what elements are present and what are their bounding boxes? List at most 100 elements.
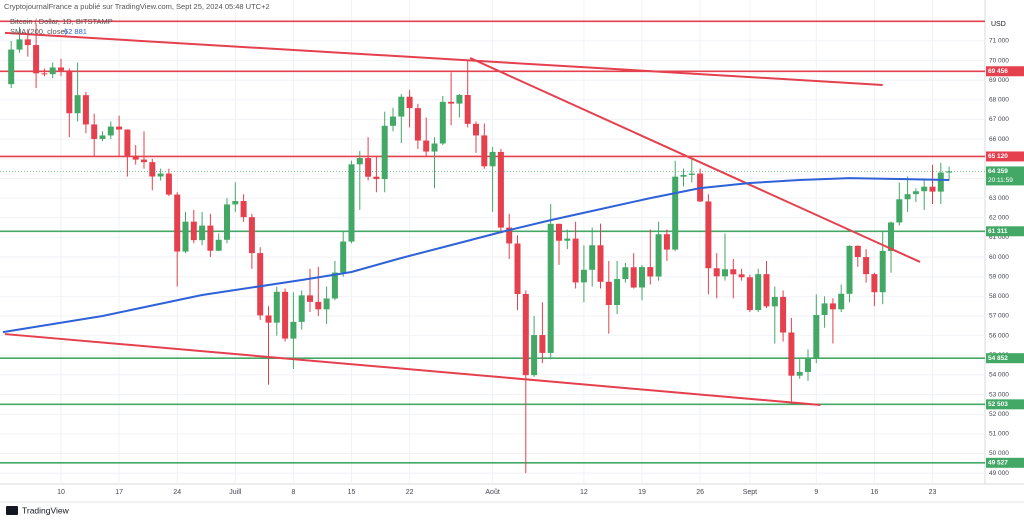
candle-body [16, 39, 23, 50]
candle-body [257, 253, 264, 316]
y-tick-label: 59 000 [989, 273, 1009, 280]
candle-body [771, 296, 778, 307]
candle-body [348, 164, 355, 242]
y-tick-label: 66 000 [989, 136, 1009, 143]
candle-body [431, 143, 438, 152]
candle-body [597, 245, 604, 282]
grid [0, 0, 985, 484]
candle-body [41, 73, 48, 75]
trendline [4, 31, 883, 86]
candle-body [439, 101, 446, 144]
candles [8, 23, 953, 474]
level-label: 54 852 [988, 355, 1008, 362]
candle-body [99, 135, 106, 139]
candle-body [74, 95, 81, 114]
candle-body [423, 140, 430, 152]
candle-body [315, 301, 322, 310]
candle-body [821, 303, 828, 316]
candle-body [340, 241, 347, 273]
x-tick-label: 10 [57, 489, 65, 496]
level-label-box [986, 66, 1024, 77]
y-tick-label: 61 000 [989, 234, 1009, 241]
subtitle: CryptojournalFrance a publié sur Trading… [4, 2, 270, 11]
x-tick-label: Sept [743, 489, 757, 496]
candle-body [564, 238, 571, 241]
last-price-box [986, 166, 1024, 186]
candle-body [912, 191, 919, 195]
y-tick-label: 58 000 [989, 293, 1009, 300]
candle-body [871, 274, 878, 293]
level-label: 49 527 [988, 460, 1008, 467]
candle-body [547, 223, 554, 353]
candle-body [755, 274, 762, 311]
level-label: 69 456 [988, 68, 1008, 75]
y-tick-label: 50 000 [989, 450, 1009, 457]
candle-body [132, 155, 139, 160]
candle-body [796, 371, 803, 376]
candle-body [406, 96, 413, 109]
x-tick-label: Juill [229, 489, 242, 496]
candle-body [639, 267, 645, 288]
candle-body [730, 269, 737, 275]
candle-body [522, 293, 529, 376]
y-tick-label: 70 000 [989, 57, 1009, 64]
candle-body [265, 315, 272, 323]
candle-body [688, 173, 695, 175]
candle-body [946, 171, 953, 173]
candle-body [290, 321, 297, 339]
candle-body [282, 291, 289, 339]
level-label: 52 503 [988, 401, 1008, 408]
candle-body [514, 243, 521, 294]
candle-body [605, 281, 612, 305]
countdown: 20:11:59 [988, 177, 1013, 184]
candle-body [829, 303, 836, 310]
candle-body [672, 176, 679, 250]
y-tick-label: 69 000 [989, 77, 1009, 84]
candle-body [390, 116, 396, 126]
candle-body [904, 194, 911, 200]
candle-body [572, 238, 579, 283]
candle-body [248, 217, 255, 254]
candle-body [663, 234, 670, 250]
candle-body [414, 108, 421, 141]
candle-body [448, 101, 455, 104]
candle-body [307, 295, 313, 302]
x-tick-label: 8 [291, 489, 295, 496]
candle-body [539, 335, 546, 353]
logo-mark [6, 506, 18, 515]
candle-body [614, 279, 621, 305]
candle-body [921, 186, 928, 192]
candle-body [556, 223, 562, 241]
trendline [4, 333, 821, 406]
x-tick-label: Août [485, 489, 499, 496]
y-tick-label: 71 000 [989, 38, 1009, 45]
candle-body [622, 267, 629, 280]
sma-legend: SMA (200, close) [10, 27, 68, 36]
x-tick-label: 26 [696, 489, 704, 496]
level-label-box [986, 457, 1024, 468]
candle-body [298, 295, 305, 322]
candle-body [356, 158, 363, 165]
candle-body [630, 267, 637, 288]
y-tick-label: 57 000 [989, 313, 1009, 320]
x-tick-label: 19 [638, 489, 646, 496]
candle-body [66, 70, 73, 114]
candle-body [91, 124, 98, 139]
level-label: 65 120 [988, 153, 1008, 160]
x-tick-label: 22 [406, 489, 414, 496]
candle-body [273, 291, 280, 323]
x-tick-label: 24 [173, 489, 181, 496]
candle-body [174, 194, 181, 252]
candle-body [8, 49, 15, 85]
sma-legend-value: 62 881 [64, 27, 87, 36]
candle-body [381, 125, 388, 180]
candle-body [580, 269, 587, 283]
y-tick-label: 68 000 [989, 97, 1009, 104]
y-tick-label: 53 000 [989, 391, 1009, 398]
candle-body [398, 96, 405, 117]
candle-body [722, 269, 728, 277]
candle-body [182, 221, 189, 252]
y-tick-label: 51 000 [989, 431, 1009, 438]
candle-body [838, 293, 845, 310]
candle-body [323, 298, 330, 310]
